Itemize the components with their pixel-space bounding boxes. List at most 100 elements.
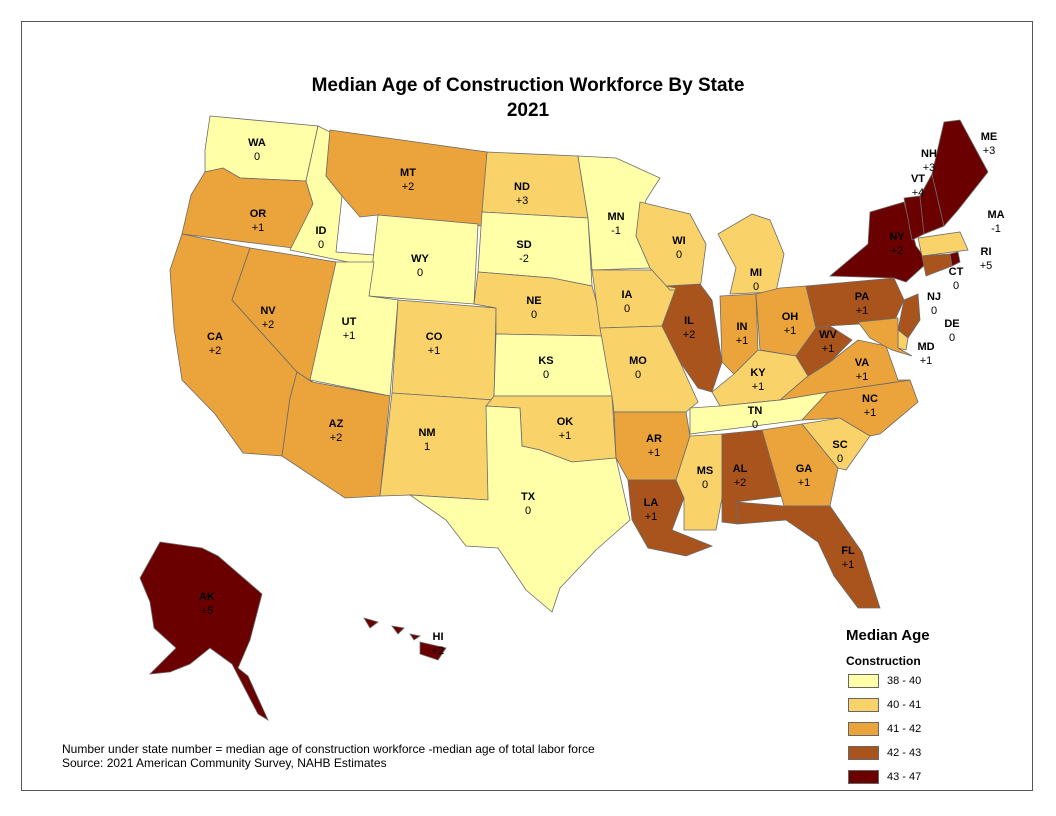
state-co [391, 299, 497, 401]
state-diff-id: 0 [318, 239, 324, 251]
state-label-co: CO [426, 331, 443, 343]
state-diff-ky: +1 [752, 381, 765, 393]
state-label-ks: KS [538, 355, 553, 367]
state-diff-nm: 1 [424, 441, 430, 453]
state-label-vt: VT [911, 173, 925, 185]
state-diff-nh: +3 [923, 162, 936, 174]
state-label-fl: FL [841, 545, 855, 557]
state-label-or: OR [250, 208, 267, 220]
state-ga [761, 423, 839, 507]
state-ny [828, 201, 929, 283]
state-diff-ms: 0 [702, 479, 708, 491]
state-label-tn: TN [748, 405, 763, 417]
state-diff-wv: +1 [822, 343, 835, 355]
state-diff-ri: +5 [980, 260, 993, 272]
state-label-la: LA [644, 497, 659, 509]
state-label-nm: NM [418, 427, 435, 439]
legend-item: 41 - 42 [846, 717, 1016, 741]
state-label-ga: GA [796, 463, 813, 475]
state-diff-mi: 0 [753, 281, 759, 293]
state-diff-in: +1 [736, 335, 749, 347]
state-label-ri: RI [981, 246, 992, 258]
state-ar [613, 411, 691, 481]
state-label-nc: NC [862, 393, 878, 405]
legend-swatch [848, 746, 879, 760]
footnote: Number under state number = median age o… [62, 742, 595, 756]
state-diff-me: +3 [983, 145, 996, 157]
state-label-oh: OH [782, 311, 799, 323]
state-diff-mo: 0 [635, 369, 641, 381]
state-label-wy: WY [411, 253, 429, 265]
state-label-ne: NE [526, 295, 541, 307]
state-label-ak: AK [199, 591, 215, 603]
state-az [281, 371, 391, 499]
legend-label: 41 - 42 [887, 723, 922, 735]
state-label-va: VA [855, 357, 870, 369]
state-md [857, 317, 913, 357]
state-diff-co: +1 [428, 345, 441, 357]
state-diff-ne: 0 [531, 309, 537, 321]
state-diff-de: 0 [949, 332, 955, 344]
state-diff-al: +2 [734, 477, 747, 489]
state-label-ca: CA [207, 331, 223, 343]
state-label-mn: MN [607, 211, 624, 223]
state-diff-ct: 0 [953, 280, 959, 292]
state-diff-ar: +1 [648, 447, 661, 459]
state-diff-oh: +1 [784, 325, 797, 337]
state-diff-tx: 0 [525, 505, 531, 517]
state-fl [735, 501, 881, 609]
state-diff-ok: +1 [559, 430, 572, 442]
legend-title: Median Age [846, 627, 930, 644]
state-diff-ut: +1 [343, 330, 356, 342]
notes: Number under state number = median age o… [62, 742, 595, 770]
state-label-mo: MO [629, 355, 647, 367]
state-diff-mt: +2 [402, 181, 415, 193]
legend-label: 40 - 41 [887, 699, 922, 711]
state-label-wi: WI [672, 235, 685, 247]
state-ct [921, 253, 953, 277]
map-year: 2021 [506, 100, 550, 121]
legend-subtitle: Construction [846, 654, 921, 668]
state-label-me: ME [981, 131, 998, 143]
source-note: Source: 2021 American Community Survey, … [62, 756, 387, 770]
state-diff-sd: -2 [519, 253, 529, 265]
state-tx [408, 405, 631, 613]
legend-swatch [848, 770, 879, 784]
state-diff-nv: +2 [262, 319, 275, 331]
state-label-in: IN [737, 321, 748, 333]
state-label-ms: MS [697, 465, 714, 477]
state-diff-va: +1 [856, 371, 869, 383]
map-title: Median Age of Construction Workforce By … [311, 75, 745, 96]
state-diff-il: +2 [683, 329, 696, 341]
state-diff-wi: 0 [676, 249, 682, 261]
state-label-wv: WV [819, 329, 837, 341]
state-il [661, 283, 723, 393]
state-label-ar: AR [646, 433, 662, 445]
state-diff-mn: -1 [611, 225, 621, 237]
state-diff-nd: +3 [516, 195, 529, 207]
state-label-sd: SD [516, 239, 531, 251]
state-diff-nj: 0 [931, 305, 937, 317]
state-label-nh: NH [921, 148, 937, 160]
legend-label: 38 - 40 [887, 675, 922, 687]
legend-item: 40 - 41 [846, 693, 1016, 717]
state-label-sc: SC [832, 439, 847, 451]
state-nj [897, 293, 921, 339]
state-label-wa: WA [248, 137, 266, 149]
state-diff-la: +1 [645, 511, 658, 523]
state-diff-ga: +1 [798, 477, 811, 489]
state-label-al: AL [733, 463, 748, 475]
state-label-mi: MI [750, 267, 762, 279]
state-mi [717, 213, 785, 295]
state-diff-or: +1 [252, 222, 265, 234]
state-label-az: AZ [329, 418, 344, 430]
state-diff-wa: 0 [254, 151, 260, 163]
state-diff-ak: +5 [201, 605, 214, 617]
legend: Median Age Construction 38 - 40 40 - 41 41… [846, 626, 1016, 789]
state-diff-md: +1 [920, 355, 933, 367]
state-label-md: MD [917, 341, 934, 353]
state-label-ok: OK [557, 416, 574, 428]
state-nm [379, 392, 495, 501]
state-label-ut: UT [342, 316, 357, 328]
